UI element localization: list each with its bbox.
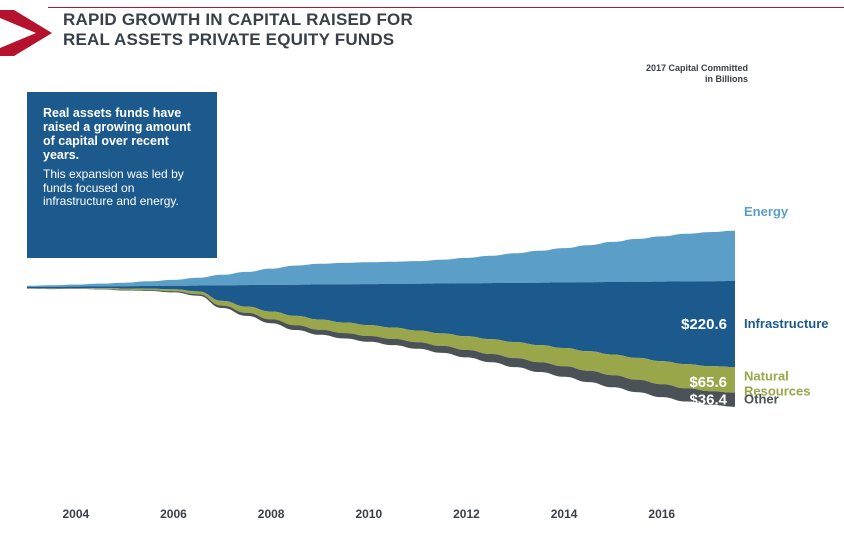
band-energy — [27, 230, 735, 287]
x-tick-2014: 2014 — [551, 507, 578, 521]
x-tick-2012: 2012 — [453, 507, 480, 521]
page-title: RAPID GROWTH IN CAPITAL RAISED FOR REAL … — [63, 10, 413, 50]
header-rule — [48, 7, 844, 8]
series-label-energy: Energy — [744, 204, 789, 219]
x-tick-2008: 2008 — [258, 507, 285, 521]
x-tick-2016: 2016 — [648, 507, 675, 521]
callout-body: This expansion was led by funds focused … — [43, 167, 184, 208]
chart-layers — [27, 230, 735, 407]
chart-labels: $128.6 Energy $220.6 Infrastructure $65.6 Nat… — [681, 204, 828, 409]
info-callout: Real assets funds have raised a growing … — [27, 92, 217, 258]
series-label-natural-resources-line-1: Natural — [744, 368, 789, 383]
value-label-other: $36.4 — [689, 392, 727, 409]
value-label-infrastructure: $220.6 — [681, 316, 727, 333]
chevron-icon — [0, 10, 52, 56]
x-tick-2004: 2004 — [62, 507, 89, 521]
value-label-energy: $128.6 — [681, 208, 727, 225]
unit-label-line-1: 2017 Capital Committed — [646, 63, 748, 73]
title-line-2: REAL ASSETS PRIVATE EQUITY FUNDS — [63, 30, 395, 49]
band-natural-resources — [27, 288, 735, 393]
band-infrastructure — [27, 281, 735, 367]
band-other — [27, 288, 735, 407]
value-label-natural-resources: $65.6 — [689, 374, 727, 391]
x-axis-ticks: 2004 2006 2008 2010 2012 2014 2016 — [62, 507, 675, 521]
x-tick-2006: 2006 — [160, 507, 187, 521]
callout-lead: Real assets funds have raised a growing … — [43, 106, 191, 162]
series-label-other: Other — [744, 392, 779, 407]
series-label-natural-resources-line-2: Resources — [744, 383, 810, 398]
title-line-1: RAPID GROWTH IN CAPITAL RAISED FOR — [63, 10, 413, 29]
x-tick-2010: 2010 — [355, 507, 382, 521]
series-label-infrastructure: Infrastructure — [744, 316, 829, 331]
unit-label-line-2: in Billions — [705, 74, 748, 84]
